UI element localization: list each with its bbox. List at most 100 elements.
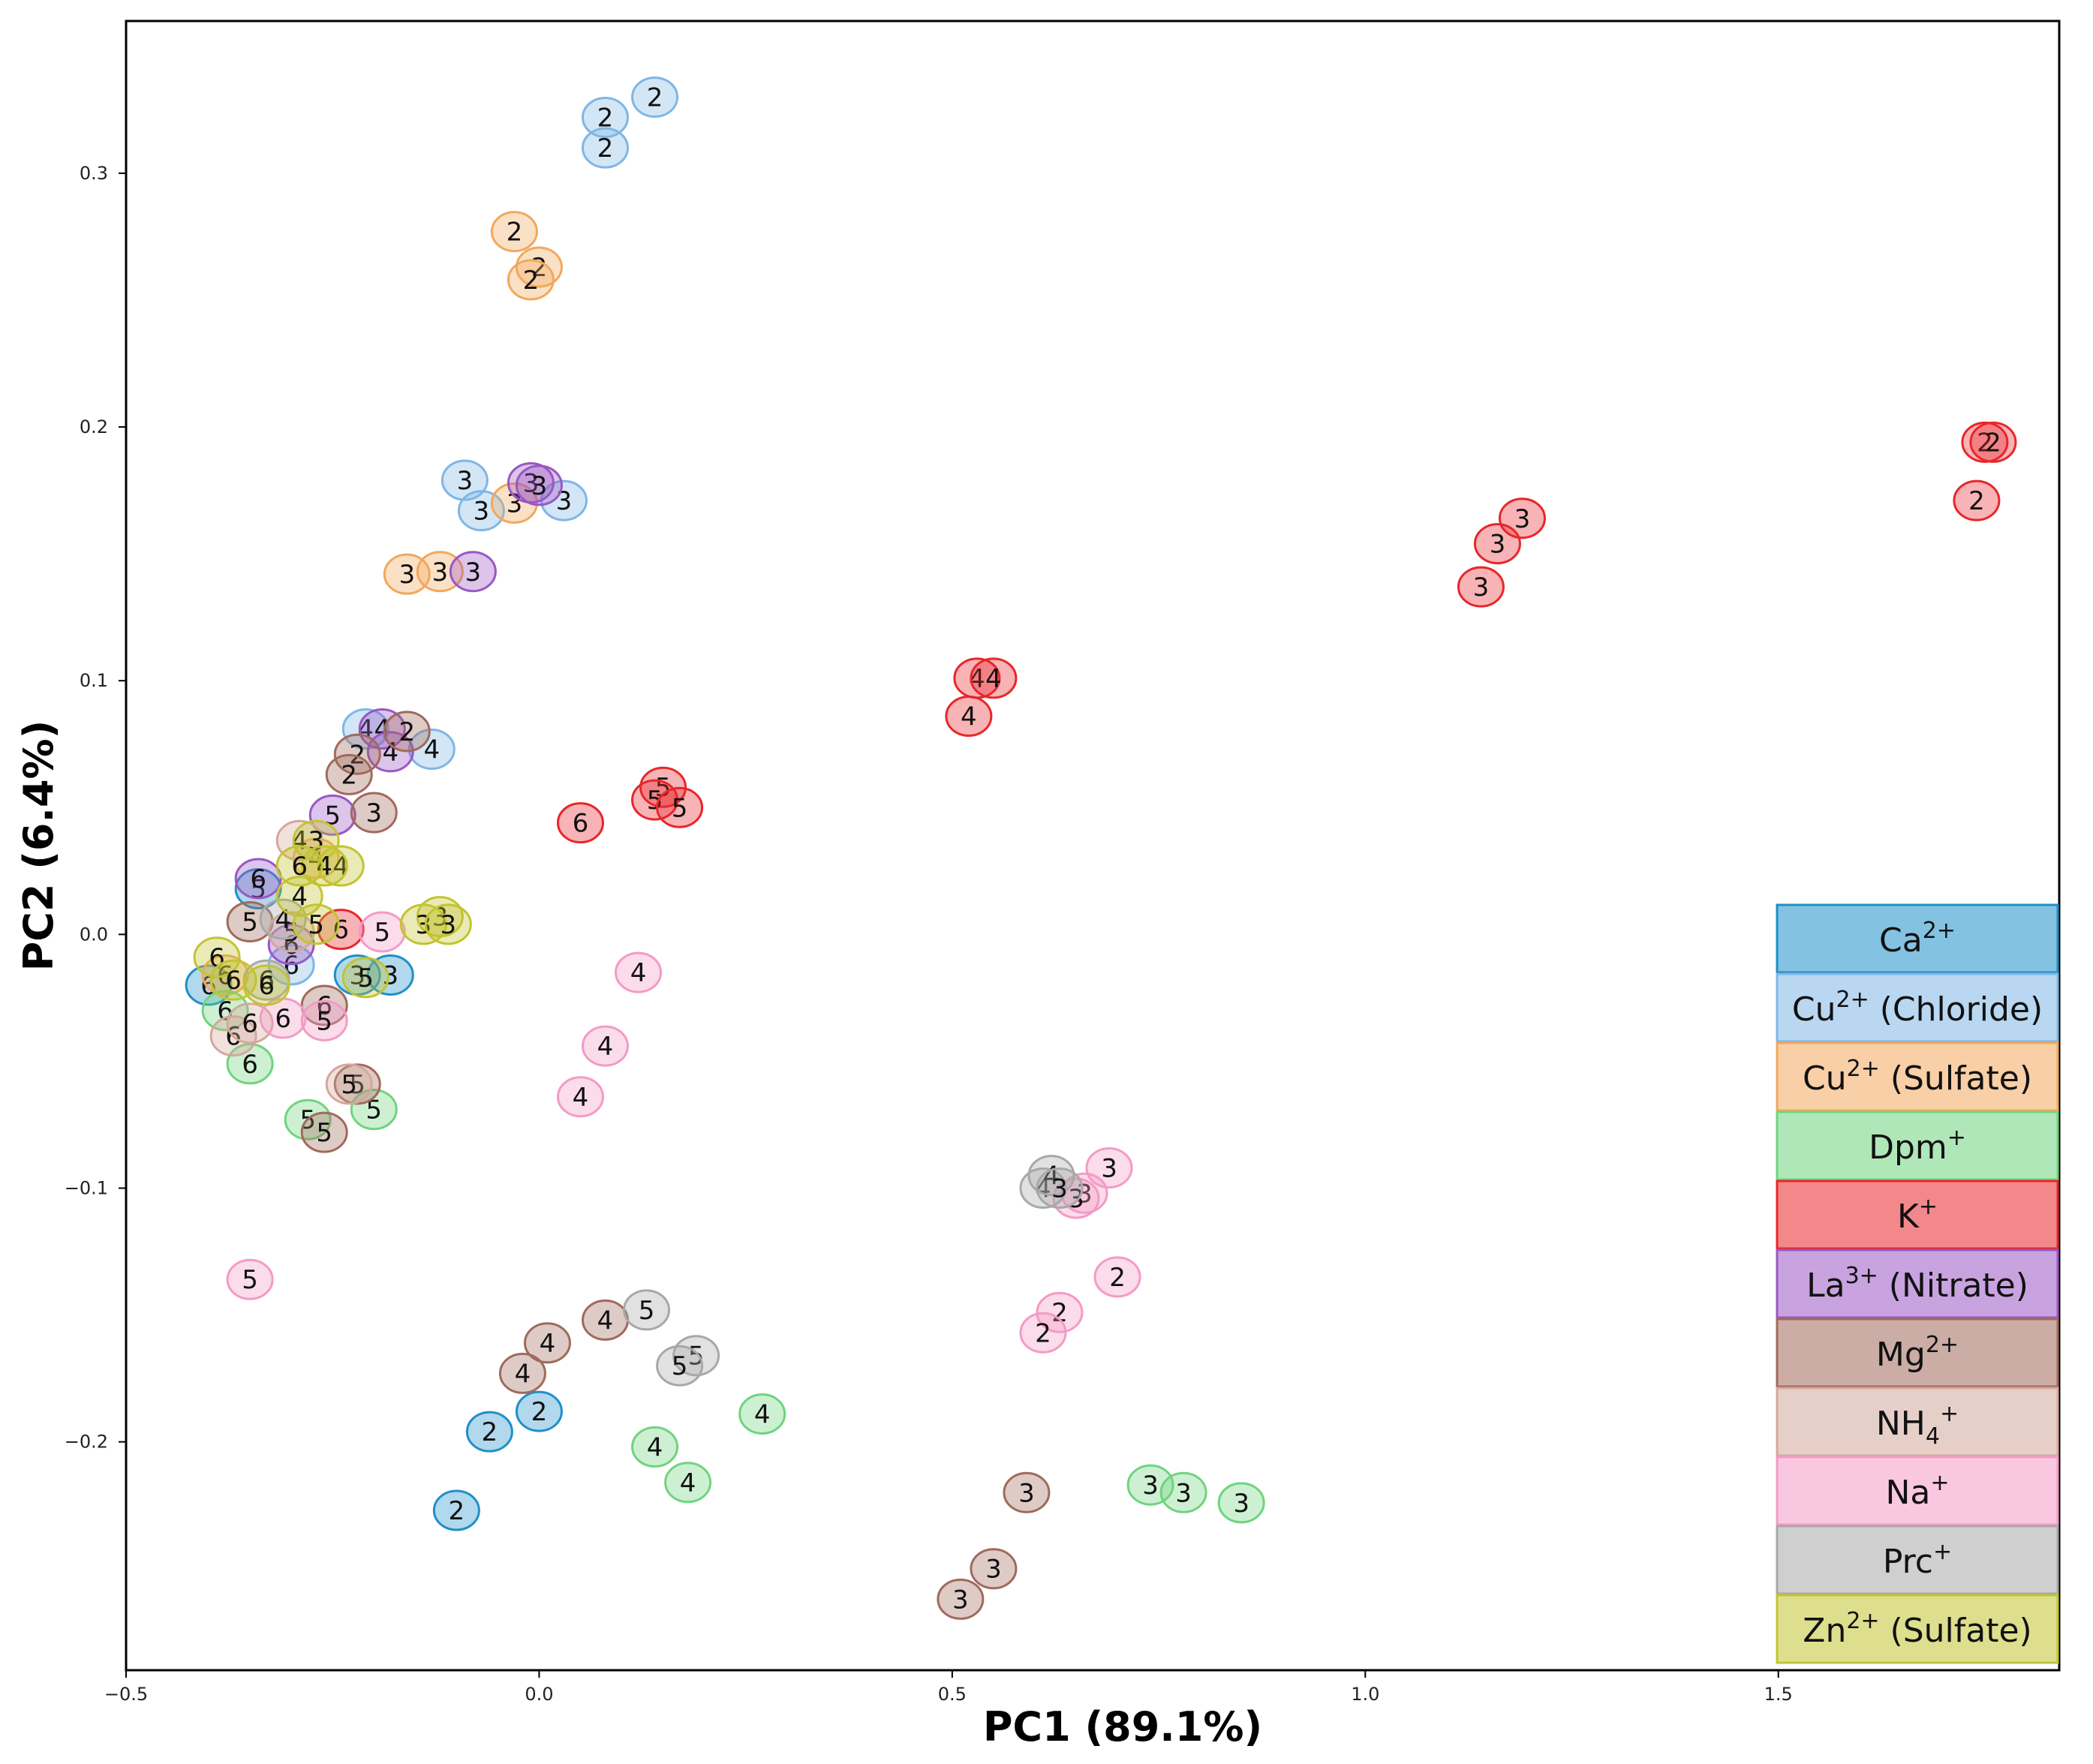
- point-label: 4: [961, 702, 977, 732]
- data-point: 2: [631, 76, 679, 118]
- point-label: 5: [374, 918, 390, 948]
- data-point: 6: [556, 802, 604, 844]
- point-marker: [234, 867, 282, 909]
- data-point: 5: [656, 786, 704, 828]
- data-point: 4: [556, 1076, 604, 1118]
- legend-label: Zn2+ (Sulfate): [1803, 1608, 2031, 1650]
- point-label: 3: [1490, 530, 1506, 560]
- data-point: 3: [441, 459, 489, 501]
- point-label: 3: [1051, 1174, 1068, 1204]
- point-marker: [1969, 421, 2017, 463]
- point-marker: [441, 459, 489, 501]
- data-point: 2: [1036, 1291, 1084, 1333]
- point-marker: [407, 729, 456, 771]
- data-point: 2: [490, 211, 538, 253]
- point-marker: [267, 911, 315, 953]
- point-label: 4: [423, 735, 440, 765]
- point-label: 2: [1977, 428, 1993, 458]
- data-point: 5: [358, 911, 406, 953]
- legend-swatch: [1776, 1594, 2059, 1664]
- point-marker: [507, 259, 555, 301]
- point-marker: [193, 936, 241, 978]
- point-marker: [490, 211, 538, 253]
- point-label: 6: [291, 852, 308, 882]
- point-marker: [1473, 523, 1521, 565]
- point-marker: [317, 845, 365, 887]
- data-point: 2: [581, 96, 629, 138]
- legend-label: K+: [1897, 1194, 1938, 1236]
- point-marker: [234, 858, 282, 900]
- point-label: 3: [365, 798, 382, 828]
- data-point: 2: [1019, 1312, 1067, 1354]
- legend-entry: Mg2+: [1776, 1318, 2059, 1388]
- point-label: 6: [258, 971, 275, 1001]
- point-label: 3: [432, 557, 449, 587]
- point-label: 5: [349, 1070, 365, 1100]
- point-marker: [226, 1258, 274, 1300]
- data-point: 5: [267, 911, 315, 953]
- y-tick-label: −0.1: [65, 1178, 108, 1199]
- legend-label: Cu2+ (Chloride): [1792, 987, 2043, 1029]
- point-label: 2: [531, 1397, 548, 1427]
- data-point: 2: [325, 753, 373, 795]
- axis-ticks: −0.5 0.0 0.5 1.0 1.5 −0.2 −0.1 0.0 0.1 0.2 0.3: [65, 163, 1793, 1705]
- data-point: 3: [1217, 1482, 1265, 1524]
- point-label: 5: [357, 963, 374, 993]
- point-label: 5: [242, 907, 258, 937]
- point-marker: [664, 1462, 712, 1504]
- point-label: 3: [1514, 504, 1531, 534]
- x-tick-label: 0.5: [938, 1684, 967, 1705]
- point-label: 5: [365, 1095, 382, 1125]
- y-axis-title: PC2 (6.4%): [15, 720, 62, 972]
- data-point: 5: [623, 1289, 671, 1331]
- point-label: 3: [1101, 1153, 1117, 1183]
- point-marker: [465, 1411, 513, 1453]
- point-label: 4: [291, 882, 308, 912]
- point-label: 4: [597, 1306, 614, 1336]
- data-point: 5: [226, 1258, 274, 1300]
- point-label: 2: [349, 740, 365, 770]
- data-point: 3: [1457, 566, 1505, 608]
- point-marker: [242, 964, 290, 1006]
- point-label: 3: [349, 960, 365, 990]
- legend-swatch: [1776, 1525, 2059, 1595]
- legend-label: Mg2+: [1876, 1332, 1959, 1374]
- data-point: 2: [1953, 479, 2001, 521]
- point-marker: [581, 127, 629, 169]
- legend-swatch: [1776, 1249, 2059, 1319]
- x-tick-label: 0.0: [525, 1684, 553, 1705]
- point-label: 3: [952, 1585, 969, 1615]
- point-label: 2: [449, 1496, 465, 1526]
- point-marker: [325, 1063, 373, 1105]
- point-label: 2: [597, 103, 614, 133]
- data-point: 3: [416, 896, 464, 938]
- point-marker: [515, 464, 563, 506]
- point-marker: [1457, 566, 1505, 608]
- point-marker: [556, 1076, 604, 1118]
- data-point: 4: [498, 1352, 546, 1394]
- data-point: 3: [490, 482, 538, 524]
- point-label: 5: [316, 1006, 332, 1036]
- point-label: 3: [1018, 1478, 1035, 1508]
- data-point: 5: [292, 903, 340, 945]
- data-point: 6: [234, 858, 282, 900]
- point-marker: [970, 657, 1018, 699]
- point-marker: [350, 792, 398, 834]
- point-label: 5: [308, 910, 324, 940]
- point-label: 2: [341, 760, 357, 790]
- point-label: 3: [1175, 1478, 1192, 1508]
- point-label: 3: [432, 903, 449, 933]
- data-point: 5: [300, 999, 348, 1041]
- data-point: 6: [275, 845, 323, 887]
- data-point: 4: [407, 729, 456, 771]
- point-marker: [656, 1345, 704, 1387]
- point-marker: [1003, 1471, 1051, 1513]
- data-point: 3: [970, 1548, 1018, 1590]
- point-marker: [623, 1289, 671, 1331]
- point-marker: [498, 1352, 546, 1394]
- point-label: 2: [482, 1417, 498, 1447]
- data-point: 2: [432, 1489, 480, 1531]
- data-point: 6: [201, 990, 249, 1032]
- legend-swatch: [1776, 1387, 2059, 1457]
- point-label: 2: [647, 83, 663, 113]
